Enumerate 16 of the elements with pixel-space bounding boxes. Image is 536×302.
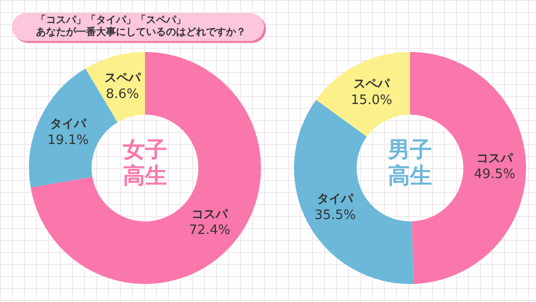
slice-label: タイパ [317,192,354,206]
slice-label: タイパ [50,116,88,131]
chart-subtitle: あなたが一番大事にしているのはどれですか？ [36,27,247,39]
data-label: 49.5% [474,167,516,182]
data-label: 72.4% [189,223,230,238]
text: 女子高生 [122,138,168,190]
data-label: 15.0% [350,92,392,108]
data-label: 35.5% [314,208,356,223]
slice-label: スペパ [104,70,142,85]
slice-label: スペパ [354,76,391,91]
data-label: 8.6% [106,86,139,102]
chart-title: 「コスパ」「タイパ」「スペパ」 [36,15,187,26]
data-label: 19.1% [47,132,89,148]
text: 男子高生 [386,138,433,190]
slice-label: コスパ [192,206,229,221]
slice-label: コスパ [476,150,514,165]
